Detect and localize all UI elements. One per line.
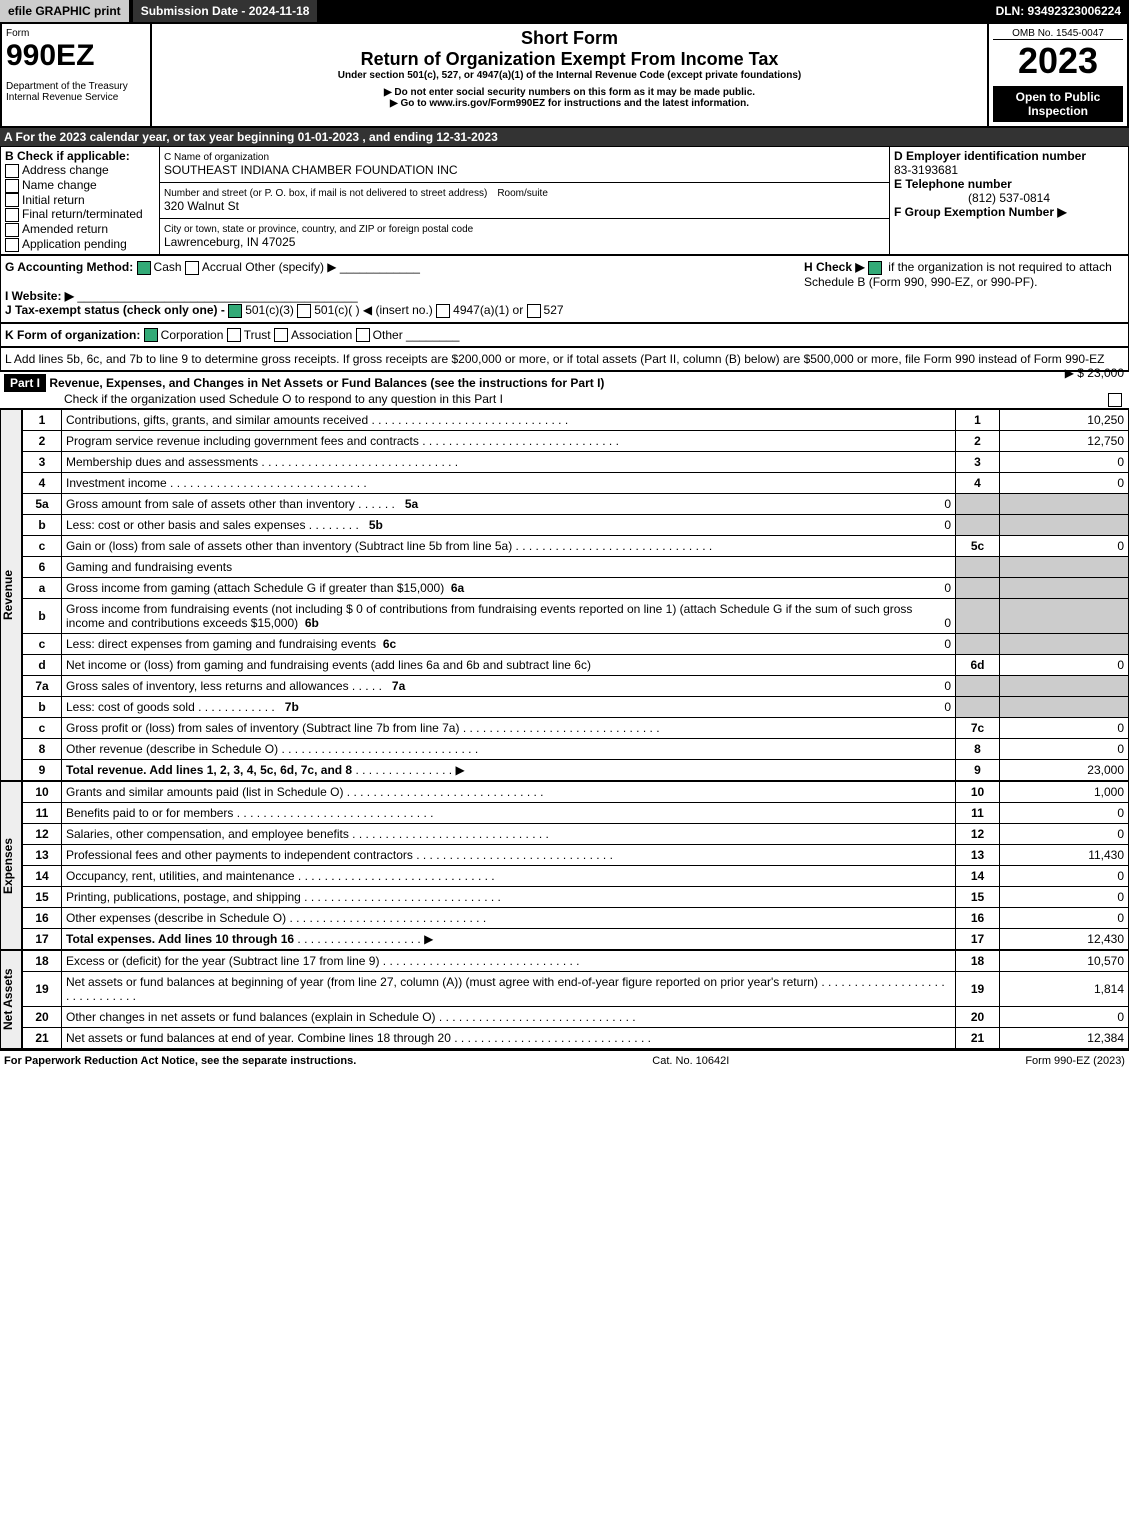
revenue-label: Revenue bbox=[0, 409, 22, 781]
chk-address[interactable] bbox=[5, 164, 19, 178]
f-label: F Group Exemption Number ▶ bbox=[894, 205, 1067, 219]
part1-check: Check if the organization used Schedule … bbox=[64, 392, 503, 406]
k-label: K Form of organization: bbox=[5, 328, 140, 342]
street-label: Number and street (or P. O. box, if mail… bbox=[164, 188, 487, 199]
info-block: B Check if applicable: Address change Na… bbox=[0, 146, 1129, 255]
revenue-table: 1Contributions, gifts, grants, and simil… bbox=[22, 409, 1129, 781]
form-word: Form bbox=[6, 28, 146, 39]
netassets-table: 18Excess or (deficit) for the year (Subt… bbox=[22, 950, 1129, 1049]
chk-pending[interactable] bbox=[5, 238, 19, 252]
dln: DLN: 93492323006224 bbox=[988, 0, 1129, 22]
chk-h[interactable] bbox=[868, 261, 882, 275]
chk-initial[interactable] bbox=[5, 193, 19, 207]
e-label: E Telephone number bbox=[894, 177, 1012, 191]
short-form: Short Form bbox=[156, 28, 983, 49]
footer-mid: Cat. No. 10642I bbox=[652, 1055, 729, 1067]
under: Under section 501(c), 527, or 4947(a)(1)… bbox=[156, 70, 983, 81]
h-label: H Check ▶ bbox=[804, 260, 865, 274]
chk-501c[interactable] bbox=[297, 304, 311, 318]
title: Return of Organization Exempt From Incom… bbox=[156, 49, 983, 70]
submission-date: Submission Date - 2024-11-18 bbox=[133, 0, 318, 22]
year: 2023 bbox=[993, 40, 1123, 82]
footer: For Paperwork Reduction Act Notice, see … bbox=[0, 1049, 1129, 1071]
expenses-label: Expenses bbox=[0, 781, 22, 950]
line-a: A For the 2023 calendar year, or tax yea… bbox=[0, 128, 1129, 146]
chk-cash[interactable] bbox=[137, 261, 151, 275]
part1-hdr: Part I bbox=[4, 374, 46, 392]
irs: Internal Revenue Service bbox=[6, 92, 146, 103]
org-name: SOUTHEAST INDIANA CHAMBER FOUNDATION INC bbox=[164, 163, 458, 177]
chk-corp[interactable] bbox=[144, 328, 158, 342]
l-label: L Add lines 5b, 6c, and 7b to line 9 to … bbox=[5, 352, 1104, 366]
chk-part1[interactable] bbox=[1108, 393, 1122, 407]
chk-4947[interactable] bbox=[436, 304, 450, 318]
chk-amended[interactable] bbox=[5, 223, 19, 237]
city: Lawrenceburg, IN 47025 bbox=[164, 235, 295, 249]
chk-other-org[interactable] bbox=[356, 328, 370, 342]
g-label: G Accounting Method: bbox=[5, 260, 133, 274]
goto[interactable]: ▶ Go to www.irs.gov/Form990EZ for instru… bbox=[156, 98, 983, 109]
l-val: ▶ $ 23,000 bbox=[1065, 366, 1124, 380]
c-name-label: C Name of organization bbox=[164, 152, 269, 163]
d-label: D Employer identification number bbox=[894, 149, 1086, 163]
expenses-table: 10Grants and similar amounts paid (list … bbox=[22, 781, 1129, 950]
chk-527[interactable] bbox=[527, 304, 541, 318]
open-inspection: Open to Public Inspection bbox=[993, 86, 1123, 122]
chk-final[interactable] bbox=[5, 208, 19, 222]
chk-501c3[interactable] bbox=[228, 304, 242, 318]
phone: (812) 537-0814 bbox=[894, 191, 1124, 205]
ein: 83-3193681 bbox=[894, 163, 958, 177]
omb: OMB No. 1545-0047 bbox=[993, 28, 1123, 40]
warn: ▶ Do not enter social security numbers o… bbox=[156, 87, 983, 98]
form-header: Form 990EZ Department of the Treasury In… bbox=[0, 22, 1129, 128]
part1-title: Revenue, Expenses, and Changes in Net As… bbox=[49, 376, 604, 390]
chk-trust[interactable] bbox=[227, 328, 241, 342]
i-label: I Website: ▶ bbox=[5, 289, 74, 303]
b-label: B Check if applicable: bbox=[5, 149, 130, 163]
city-label: City or town, state or province, country… bbox=[164, 224, 473, 235]
dept: Department of the Treasury bbox=[6, 81, 146, 92]
top-bar: efile GRAPHIC print Submission Date - 20… bbox=[0, 0, 1129, 22]
footer-right: Form 990-EZ (2023) bbox=[1025, 1055, 1125, 1067]
chk-assoc[interactable] bbox=[274, 328, 288, 342]
form-number: 990EZ bbox=[6, 39, 146, 73]
efile-button[interactable]: efile GRAPHIC print bbox=[0, 0, 129, 22]
chk-accrual[interactable] bbox=[185, 261, 199, 275]
j-label: J Tax-exempt status (check only one) - bbox=[5, 303, 225, 317]
chk-name[interactable] bbox=[5, 179, 19, 193]
street: 320 Walnut St bbox=[164, 199, 239, 213]
room-label: Room/suite bbox=[497, 188, 548, 199]
footer-left: For Paperwork Reduction Act Notice, see … bbox=[4, 1055, 356, 1067]
netassets-label: Net Assets bbox=[0, 950, 22, 1049]
